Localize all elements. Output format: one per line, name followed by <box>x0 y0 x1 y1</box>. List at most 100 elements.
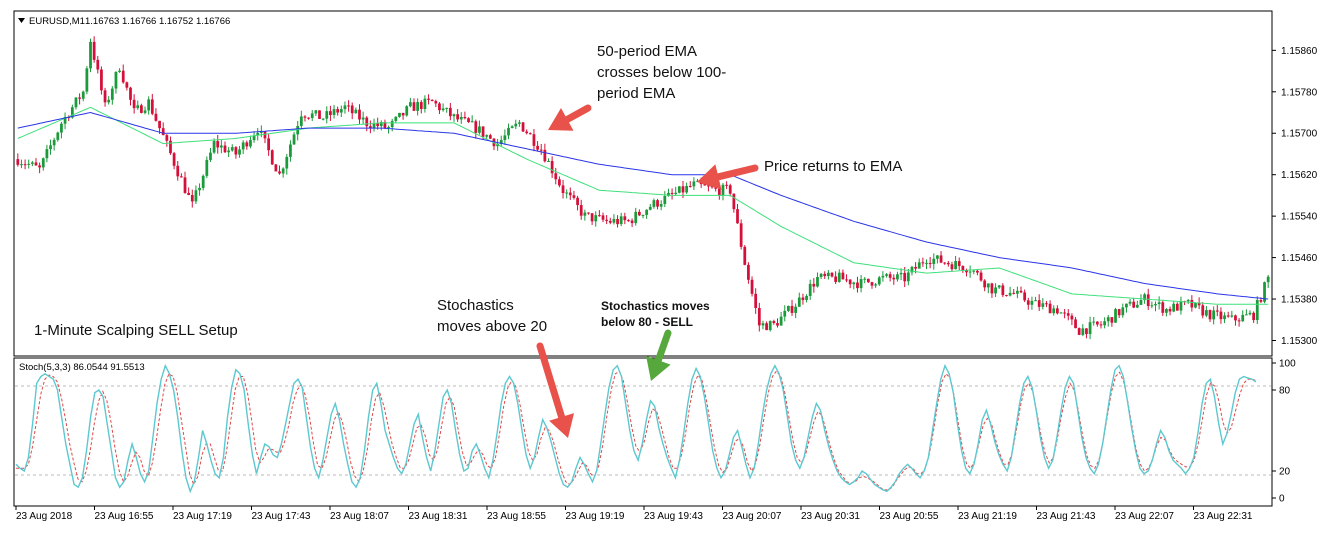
candle <box>1219 307 1223 324</box>
candle <box>677 186 681 194</box>
candle <box>1030 296 1034 310</box>
candle <box>34 158 38 166</box>
annotation-ema-cross-2: crosses below 100- <box>597 64 726 81</box>
symbol-menu-triangle-icon[interactable] <box>18 18 25 23</box>
candle <box>387 125 390 134</box>
candle <box>176 160 180 181</box>
candle <box>212 138 216 154</box>
candle <box>1066 309 1070 321</box>
candle <box>252 131 256 143</box>
candle <box>823 271 827 279</box>
candle <box>216 134 220 154</box>
candle <box>1179 296 1183 315</box>
candle <box>1106 315 1110 327</box>
candle <box>361 111 365 125</box>
candle <box>688 181 692 188</box>
candle <box>190 189 194 208</box>
candle <box>627 219 630 222</box>
candle <box>372 118 376 132</box>
candle <box>906 268 910 286</box>
candle <box>1110 316 1114 327</box>
candle <box>808 279 812 300</box>
candle <box>281 167 285 178</box>
candle <box>928 256 932 269</box>
candle <box>1139 294 1143 306</box>
stoch-tick-label: 80 <box>1279 386 1291 397</box>
candle <box>49 139 52 155</box>
candle <box>536 141 539 152</box>
candle <box>558 176 561 188</box>
candle <box>1019 286 1023 294</box>
candle <box>147 96 151 115</box>
candle <box>187 187 191 196</box>
candle <box>503 129 507 145</box>
candle <box>601 212 605 223</box>
candle <box>568 187 572 200</box>
candle <box>892 274 896 285</box>
candle <box>608 217 612 225</box>
candle <box>768 320 772 332</box>
candle <box>590 213 594 225</box>
candle <box>1143 292 1146 304</box>
candle <box>60 121 63 139</box>
candle <box>521 121 525 132</box>
time-tick-label: 23 Aug 20:31 <box>801 511 860 522</box>
candle <box>467 117 470 123</box>
candle <box>761 320 765 330</box>
candle <box>1016 286 1019 299</box>
candle <box>314 109 318 117</box>
time-tick-label: 23 Aug 19:19 <box>566 511 625 522</box>
candle <box>38 162 42 174</box>
candle <box>692 177 696 191</box>
candle <box>1168 306 1172 316</box>
candle <box>318 110 321 119</box>
candle <box>561 179 565 199</box>
candle <box>881 271 885 282</box>
annotation-stoch-below-1: Stochastics moves <box>601 299 710 313</box>
annotation-ema-cross-3: period EMA <box>597 85 675 102</box>
candle <box>92 36 96 63</box>
annotation-setup-title: 1-Minute Scalping SELL Setup <box>34 322 238 339</box>
candle <box>579 199 583 220</box>
price-tick-label: 1.15860 <box>1281 46 1318 57</box>
candle <box>877 275 881 286</box>
candle <box>183 171 187 194</box>
candle <box>518 119 521 127</box>
candle <box>1226 311 1230 318</box>
candle <box>994 283 997 297</box>
candle <box>499 135 503 147</box>
candle <box>1234 314 1237 326</box>
candle <box>245 140 249 150</box>
candle <box>150 93 154 116</box>
annotation-ema-cross-1: 50-period EMA <box>597 43 697 60</box>
candle <box>612 214 616 225</box>
candle <box>16 153 20 167</box>
candle <box>547 158 550 162</box>
candle <box>972 269 976 275</box>
price-tick-label: 1.15540 <box>1281 212 1318 223</box>
candle <box>445 107 449 113</box>
candle <box>310 109 314 121</box>
candle <box>307 117 310 120</box>
candle <box>463 111 467 120</box>
price-tick-label: 1.15780 <box>1281 87 1318 98</box>
candle <box>1088 316 1092 340</box>
candle <box>623 212 627 225</box>
candle <box>1241 310 1245 322</box>
candle <box>456 109 460 123</box>
candle <box>1005 294 1008 297</box>
candle <box>103 87 107 107</box>
candle <box>459 112 463 124</box>
candle <box>23 159 27 170</box>
candle <box>285 154 289 175</box>
candle <box>841 269 845 280</box>
candle <box>1208 309 1212 322</box>
candle <box>1175 302 1179 311</box>
candle <box>696 178 699 182</box>
time-tick-label: 23 Aug 18:31 <box>409 511 468 522</box>
candle <box>347 100 350 112</box>
candle <box>747 262 750 284</box>
candle <box>772 319 776 325</box>
candle <box>1052 305 1056 316</box>
price-tick-label: 1.15700 <box>1281 129 1318 140</box>
